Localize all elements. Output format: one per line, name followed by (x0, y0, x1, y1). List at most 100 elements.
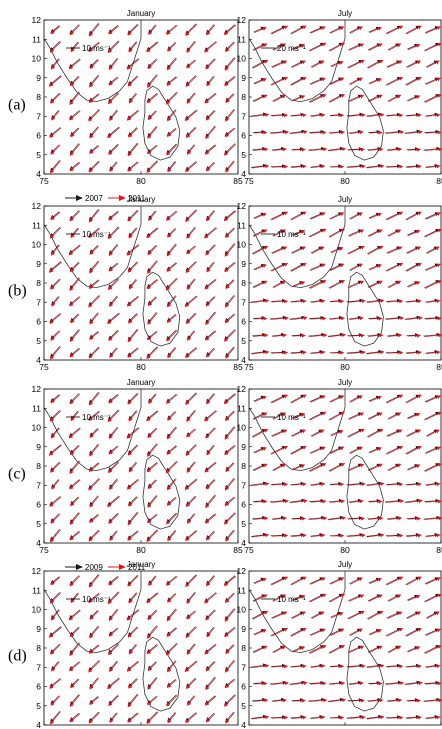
vector-red (253, 229, 268, 237)
vector-black (271, 429, 286, 437)
vector-red (406, 350, 422, 355)
y-tick-label: 9 (241, 624, 246, 634)
vector-red (89, 75, 100, 88)
vector-black (346, 298, 364, 303)
vector-black (251, 298, 268, 303)
vector-red (147, 495, 158, 508)
vector-red (166, 262, 178, 272)
vector-red (49, 127, 62, 138)
wind-vector-field (251, 25, 442, 169)
vector-red (273, 229, 287, 237)
vector-red (253, 463, 268, 472)
vector-black (290, 164, 305, 169)
vector-red (167, 109, 177, 122)
vector-black (328, 228, 344, 237)
vector-red (425, 26, 441, 34)
legend-black-label: 2007 (85, 194, 103, 203)
vector-red (251, 533, 270, 538)
vector-red (224, 128, 236, 138)
vector-red (291, 445, 307, 455)
vector-red (108, 330, 119, 342)
vector-red (386, 76, 404, 86)
vector-red (127, 143, 139, 157)
vector-black (308, 94, 325, 103)
wind-vector-field (251, 394, 442, 538)
vector-black (367, 332, 382, 337)
vector-red (426, 113, 441, 118)
vector-black (328, 42, 344, 51)
vector-black (269, 129, 287, 134)
vector-red (272, 333, 287, 338)
vector-black (251, 112, 268, 117)
vector-red (126, 244, 140, 256)
vector-red (369, 130, 383, 135)
vector-red (329, 316, 346, 321)
vector-red (253, 130, 268, 135)
vector-black (368, 129, 381, 134)
y-tick-label: 5 (36, 701, 41, 711)
vector-red (89, 59, 99, 69)
vector-red (127, 348, 139, 358)
vector-red (310, 212, 326, 220)
vector-red (88, 109, 101, 122)
vector-red (369, 316, 383, 321)
vector-red (270, 499, 289, 504)
vector-red (184, 110, 198, 122)
y-tick-label: 4 (36, 720, 41, 729)
vector-red (252, 147, 269, 152)
vector-red (424, 42, 442, 52)
vector-red (273, 280, 287, 289)
legend-red-label: 2011 (128, 194, 146, 203)
sri-lanka-coastline (346, 454, 384, 530)
vector-red (70, 128, 80, 138)
x-tick-label: 85 (233, 545, 243, 555)
panel-title: January (127, 195, 155, 204)
vector-red (388, 229, 402, 237)
vector-red (367, 350, 385, 355)
y-tick-label: 8 (241, 92, 246, 102)
vector-black (348, 129, 362, 134)
vector-red (273, 94, 287, 103)
vector-red (225, 279, 235, 290)
sri-lanka-coastline (346, 271, 384, 347)
vector-red (406, 113, 422, 118)
vector-red (108, 25, 119, 35)
y-tick-label: 12 (32, 201, 42, 211)
vector-red (271, 113, 289, 118)
vector-black (270, 394, 286, 403)
vector-black (291, 147, 304, 152)
vector-red (407, 95, 421, 102)
vector-red (165, 278, 178, 291)
vector-red (224, 262, 236, 273)
vector-red (253, 43, 268, 51)
vector-red (224, 109, 236, 122)
vector-red (127, 393, 139, 405)
vector-red (167, 228, 177, 238)
vector-black (404, 129, 421, 134)
vector-red (224, 329, 236, 342)
vector-black (308, 42, 325, 51)
vector-red (205, 245, 216, 256)
vector-black (271, 332, 286, 337)
vector-black (290, 350, 305, 355)
vector-red (165, 461, 178, 474)
scale-label: 10 ms⁻¹ (277, 595, 306, 604)
vector-red (49, 227, 62, 239)
vector-red (126, 110, 140, 121)
vector-red (48, 261, 62, 273)
vector-red (223, 210, 237, 222)
vector-red (185, 75, 197, 87)
vector-red (273, 412, 287, 420)
vector-red (386, 262, 404, 272)
y-tick-label: 7 (36, 297, 41, 307)
x-tick-label: 75 (244, 176, 254, 186)
y-tick-label: 11 (32, 220, 41, 230)
vector-red (347, 113, 366, 118)
y-tick-label: 11 (237, 403, 246, 413)
vector-red (167, 530, 177, 542)
